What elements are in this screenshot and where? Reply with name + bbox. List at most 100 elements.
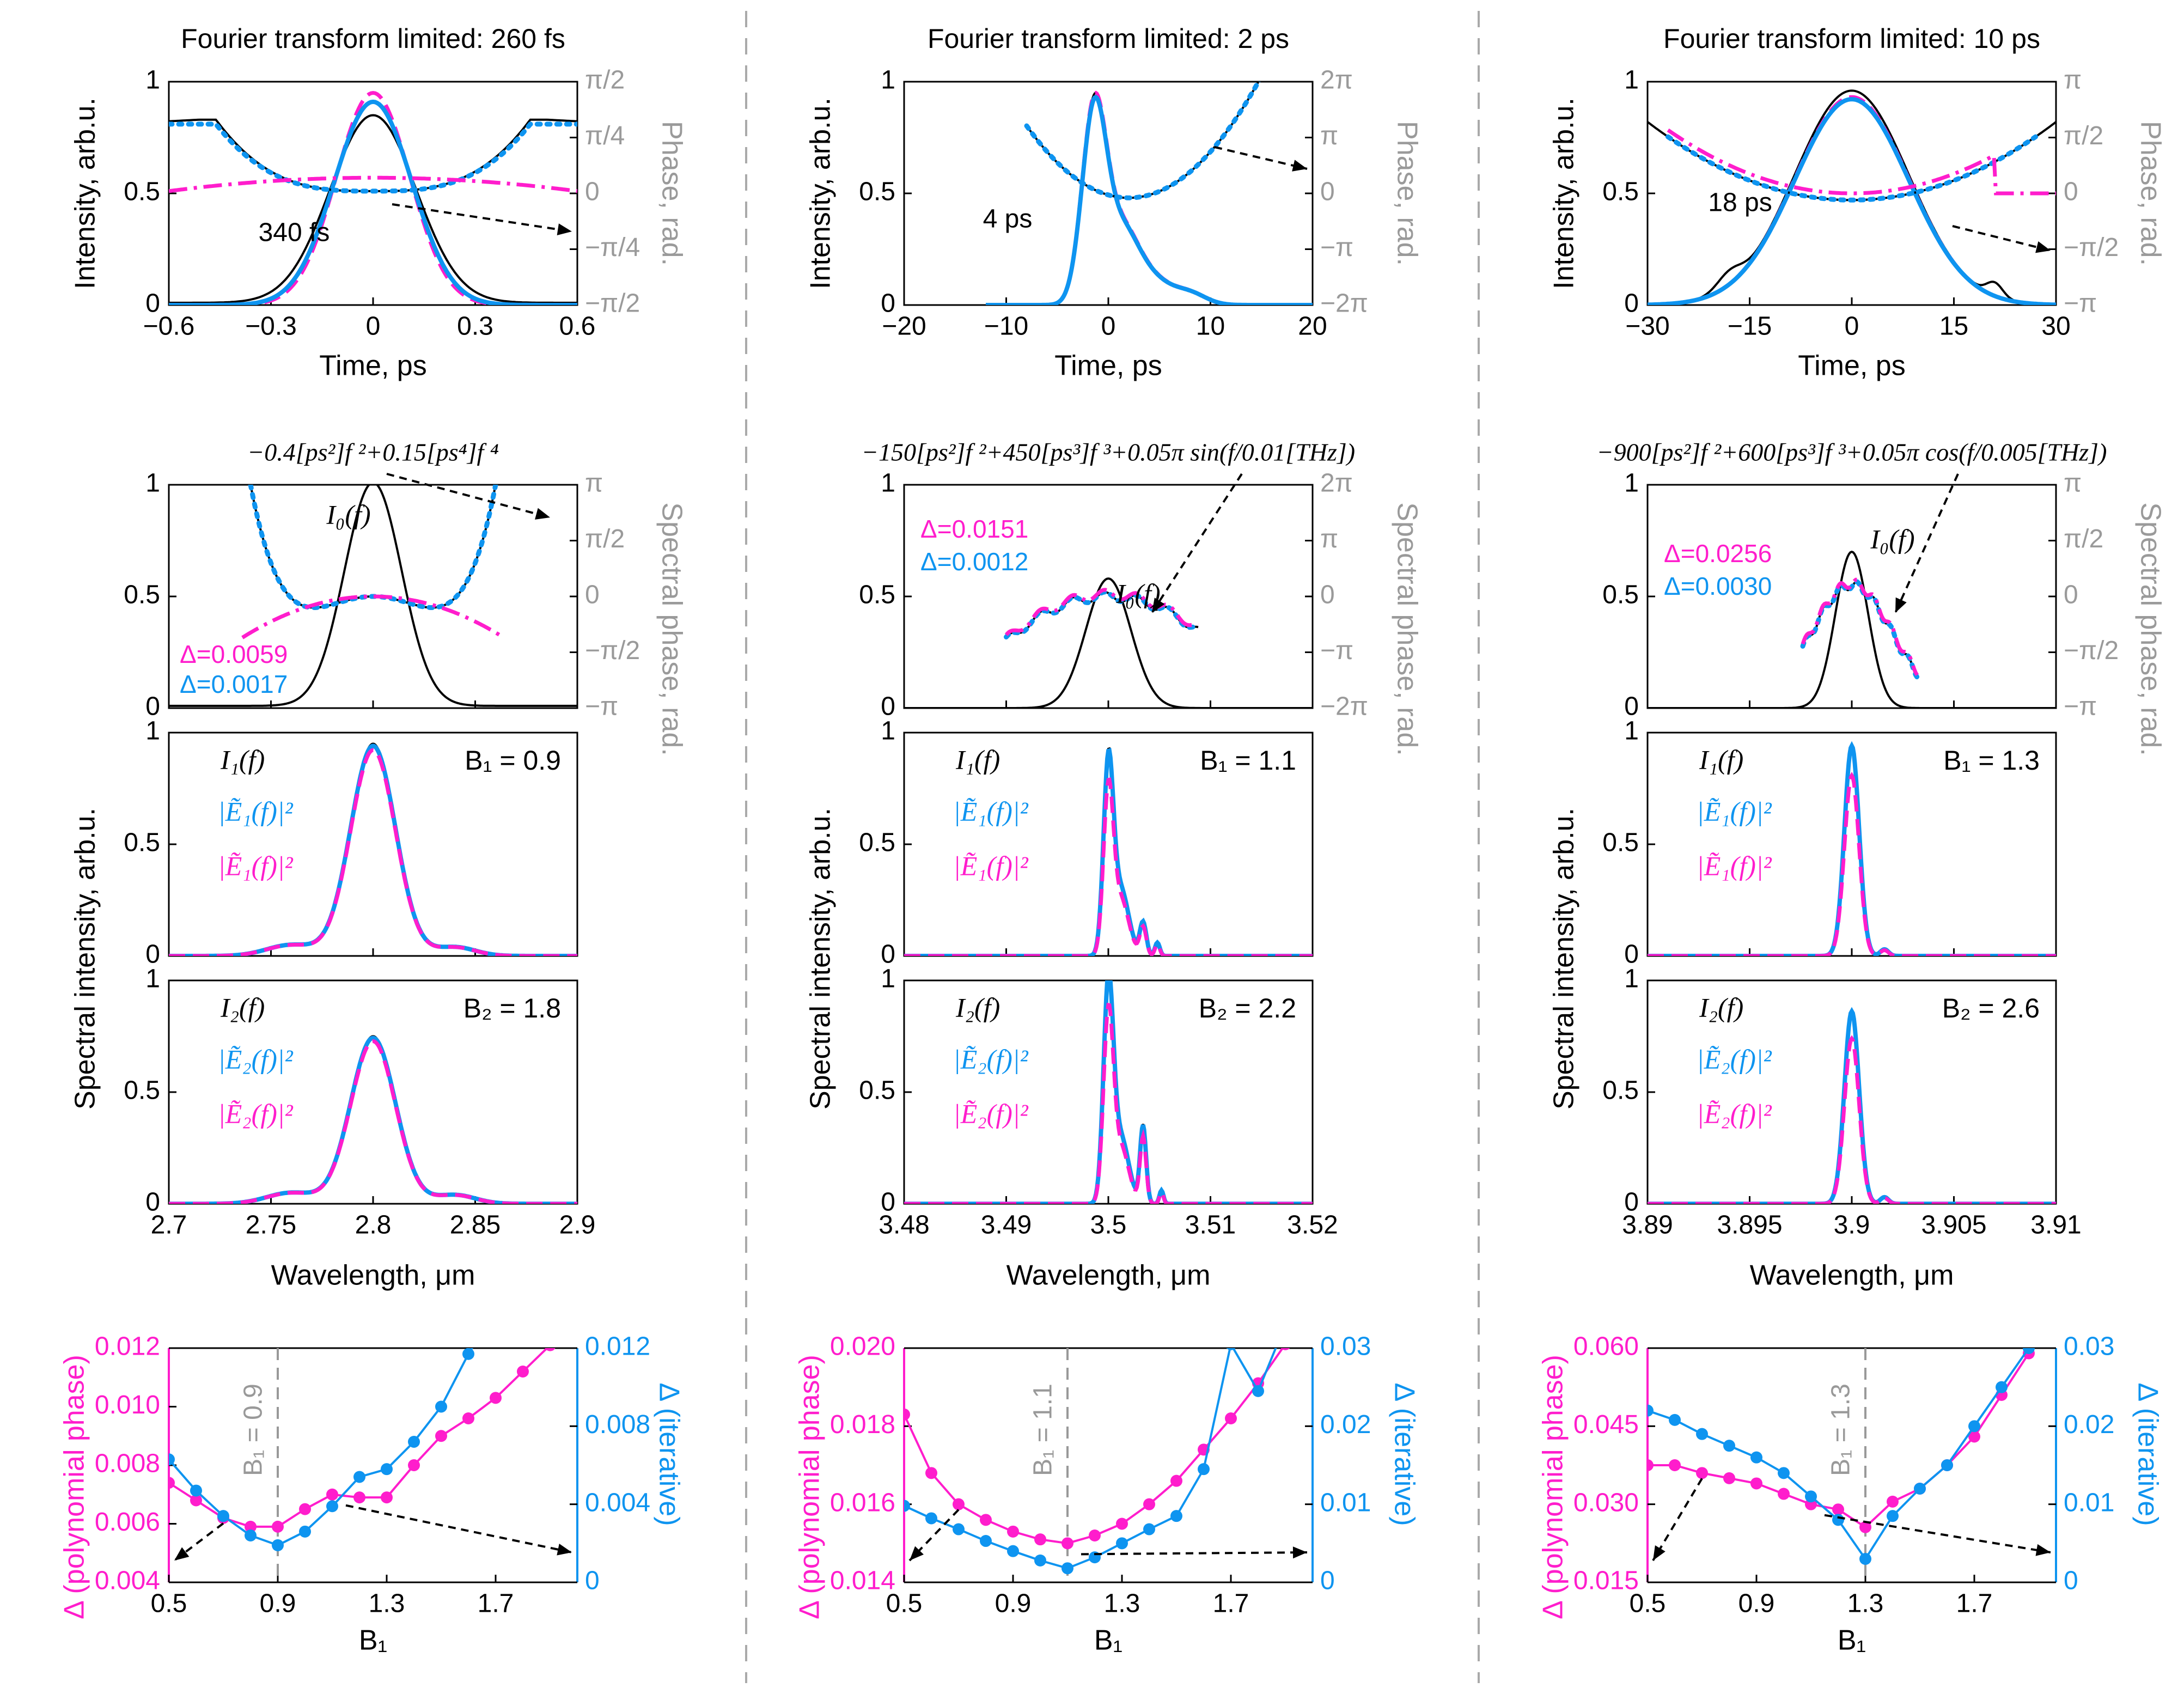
left-arrow-head <box>1653 1545 1666 1561</box>
delta-point-right <box>435 1400 447 1413</box>
y-tick-label: 0.020 <box>830 1332 895 1361</box>
y2-tick-label: 0.03 <box>1320 1332 1371 1361</box>
delta-point-right <box>1778 1467 1790 1479</box>
B-label: B₂ = 2.2 <box>1199 993 1296 1023</box>
x-axis-label: Time, ps <box>1054 350 1162 382</box>
spectrum-blue <box>904 747 1313 956</box>
spectral-phase-axis-label: Spectral phase, rad. <box>2134 502 2166 755</box>
y-tick-label: 0.5 <box>124 1076 160 1105</box>
delta-point-right <box>1914 1483 1926 1495</box>
wavelength-label: Wavelength, μm <box>1750 1260 1954 1291</box>
E-blue-label: |Ẽ₁(f)|² <box>953 796 1029 826</box>
time-curves <box>1648 89 2056 305</box>
y2-tick-label: −π <box>2064 289 2097 318</box>
x-tick-label: 2.85 <box>450 1211 501 1240</box>
delta-point-left <box>1968 1430 1980 1443</box>
phase-magenta <box>241 594 505 639</box>
y2-tick-label: 0.01 <box>1320 1488 1371 1517</box>
B-label: B₂ = 1.8 <box>463 993 561 1023</box>
x-tick-label: 3.51 <box>1185 1211 1236 1240</box>
intensity-magenta <box>169 90 577 305</box>
x-tick-label: 2.75 <box>246 1211 296 1240</box>
y-tick-label: 1 <box>145 965 160 994</box>
x-tick-label: 0.5 <box>1630 1589 1666 1618</box>
phase-axis-label: Phase, rad. <box>1391 121 1423 266</box>
x-tick-label: 0.5 <box>886 1589 923 1618</box>
I-label: I₂(f) <box>1699 992 1743 1022</box>
delta-point-left <box>1750 1477 1762 1490</box>
delta-point-right <box>1805 1490 1817 1503</box>
delta-right-label: Δ (iterative) <box>2132 1382 2163 1526</box>
intensity-blue <box>169 99 577 305</box>
y-tick-label: 1 <box>145 717 160 746</box>
y2-tick-label: 0.03 <box>2064 1332 2114 1361</box>
delta-curves <box>904 1319 1291 1575</box>
right-arrow-head <box>2035 1544 2051 1556</box>
y2-tick-label: 0 <box>2064 581 2078 610</box>
x-tick-label: 0.5 <box>151 1589 187 1618</box>
delta-point-left <box>1696 1467 1708 1479</box>
delta-point-left <box>353 1491 365 1504</box>
x-tick-label: 1.3 <box>369 1589 405 1618</box>
delta-point-right <box>1648 1404 1654 1417</box>
spectrum-curves <box>1648 1007 2056 1204</box>
y-axis-label: Intensity, arb.u. <box>805 97 837 289</box>
x-tick-label: 0.6 <box>559 312 596 341</box>
spectral-intensity-label: Spectral intensity, arb.u. <box>1548 808 1580 1110</box>
delta-poly: Δ=0.0256 <box>1664 539 1772 568</box>
spectral-intensity-label: Spectral intensity, arb.u. <box>70 808 101 1110</box>
delta-point-right <box>1279 1319 1291 1331</box>
y2-tick-label: −π <box>585 692 618 721</box>
I0-label: I₀(f) <box>1115 578 1160 608</box>
y2-tick-label: −π/2 <box>2064 636 2119 665</box>
spectrum-magenta <box>904 1002 1313 1204</box>
formula-arrow-head <box>1152 598 1165 613</box>
delta-point-left <box>517 1366 529 1378</box>
delta-point-right <box>1226 1348 1236 1350</box>
delta-x-label: B₁ <box>1094 1625 1122 1656</box>
y-tick-label: 0 <box>1624 940 1639 969</box>
delta-point-left <box>490 1392 502 1404</box>
y-tick-label: 0.5 <box>124 581 160 610</box>
x-tick-label: 3.9 <box>1834 1211 1870 1240</box>
delta-point-right <box>1723 1440 1735 1452</box>
delta-point-left <box>545 1348 556 1351</box>
phase-blue <box>1666 134 2038 203</box>
intensity-blue <box>1648 97 2056 305</box>
optimum-B-label: B₁ = 0.9 <box>239 1384 268 1476</box>
x-tick-label: 1.7 <box>1956 1589 1993 1618</box>
x-tick-label: −0.3 <box>245 312 297 341</box>
phase-blue <box>169 121 577 194</box>
E-blue-label: |Ẽ₂(f)|² <box>218 1044 294 1074</box>
delta-point-right <box>1968 1420 1980 1433</box>
y2-tick-label: −2π <box>1320 692 1368 721</box>
delta-point-left <box>1116 1518 1128 1530</box>
delta-point-right <box>381 1463 393 1476</box>
y2-tick-label: 0 <box>585 581 600 610</box>
delta-point-left <box>1280 1348 1290 1350</box>
delta-point-left <box>925 1467 937 1479</box>
x-tick-label: 2.7 <box>151 1211 187 1240</box>
x-tick-label: 3.5 <box>1090 1211 1127 1240</box>
y-tick-label: 0.5 <box>859 1076 895 1105</box>
delta-point-left <box>435 1430 447 1442</box>
E-blue-label: |Ẽ₂(f)|² <box>1697 1044 1772 1074</box>
delta-point-right <box>1696 1428 1708 1440</box>
y-tick-label: 0.045 <box>1573 1410 1639 1439</box>
delta-point-left <box>1143 1498 1155 1510</box>
E-magenta-label: |Ẽ₂(f)|² <box>218 1098 294 1129</box>
delta-poly: Δ=0.0151 <box>920 515 1028 543</box>
delta-point-left <box>245 1520 257 1533</box>
y2-tick-label: −π <box>1320 636 1353 665</box>
I0-label: I₀(f) <box>326 499 370 529</box>
y-tick-label: 0.5 <box>1602 581 1639 610</box>
x-tick-label: 30 <box>2041 312 2070 341</box>
y2-tick-label: 0 <box>585 178 600 206</box>
phase-blue <box>248 485 498 610</box>
y2-tick-label: 0.02 <box>2064 1410 2114 1439</box>
spectral-phase-curves <box>169 485 577 707</box>
I0-curve <box>904 577 1313 708</box>
delta-point-left <box>1723 1472 1735 1484</box>
y-tick-label: 0.004 <box>95 1567 160 1595</box>
